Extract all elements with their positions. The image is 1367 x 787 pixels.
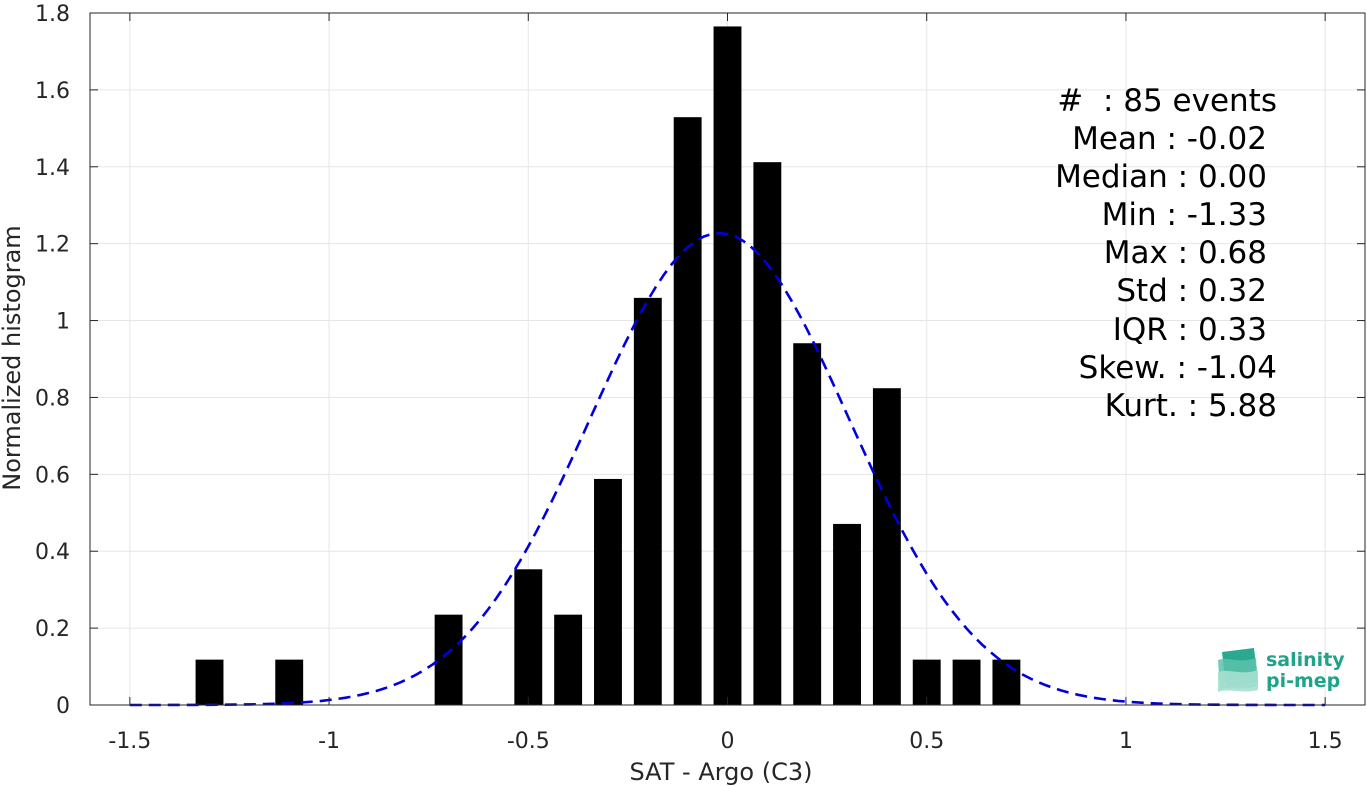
salinity-pi-mep-logo: salinity pi-mep (1218, 648, 1345, 692)
y-tick-label: 0.8 (35, 386, 70, 411)
y-tick-label: 0.6 (35, 463, 70, 488)
x-tick-label: -1 (318, 729, 340, 754)
histogram-bar (673, 117, 702, 705)
x-tick-label: 0 (721, 729, 735, 754)
stat-kurt: Kurt. : 5.88 (1105, 388, 1277, 424)
histogram-bar (992, 659, 1021, 705)
histogram-bar (833, 523, 861, 705)
y-tick-label: 0.4 (35, 540, 70, 565)
stat-median: Median : 0.00 (1055, 159, 1267, 195)
histogram-bar (514, 569, 543, 705)
y-tick-label: 0.2 (35, 617, 70, 642)
y-tick-label: 0 (56, 694, 70, 719)
ticks (90, 12, 1365, 706)
histogram-bar (872, 388, 901, 705)
logo-line-2: pi-mep (1266, 670, 1340, 692)
histogram-bar (195, 659, 224, 705)
histogram-bar (434, 614, 463, 705)
y-tick-labels: 0 0.2 0.4 0.6 0.8 1 1.2 1.4 1.6 1.8 (35, 2, 70, 719)
x-axis-label: SAT - Argo (C3) (630, 758, 813, 786)
histogram-bar (275, 659, 304, 705)
histogram-bar (793, 343, 822, 705)
x-tick-label: 0.5 (909, 729, 944, 754)
x-tick-label: -0.5 (507, 729, 550, 754)
y-tick-label: 1.4 (35, 156, 70, 181)
histogram-bar (554, 614, 583, 705)
x-tick-label: 1.5 (1308, 729, 1343, 754)
wave-icon (1218, 648, 1258, 692)
histogram-bar (633, 297, 662, 705)
x-tick-labels: -1.5 -1 -0.5 0 0.5 1 1.5 (108, 729, 1342, 754)
stat-min: Min : -1.33 (1102, 197, 1267, 233)
y-tick-label: 1.6 (35, 79, 70, 104)
y-tick-label: 1.2 (35, 233, 70, 258)
stat-mean: Mean : -0.02 (1072, 121, 1267, 157)
y-tick-label: 1.8 (35, 2, 70, 27)
histogram-bar (753, 162, 782, 706)
stat-iqr: IQR : 0.33 (1113, 312, 1267, 348)
logo-line-1: salinity (1266, 649, 1345, 671)
histogram-bar (713, 26, 742, 705)
y-axis-label: Normalized histogram (0, 225, 26, 490)
bars (195, 26, 1021, 706)
stat-std: Std : 0.32 (1116, 273, 1267, 309)
y-tick-label: 1 (56, 310, 70, 335)
stat-events: # : 85 events (1057, 83, 1277, 119)
stat-max: Max : 0.68 (1104, 235, 1267, 271)
histogram-bar (952, 659, 981, 705)
stat-skew: Skew. : -1.04 (1079, 350, 1277, 386)
stats-annotation: # : 85 events Mean : -0.02 Median : 0.00… (1055, 83, 1277, 424)
histogram-bar (594, 478, 622, 705)
x-tick-label: -1.5 (108, 729, 151, 754)
x-tick-label: 1 (1119, 729, 1133, 754)
